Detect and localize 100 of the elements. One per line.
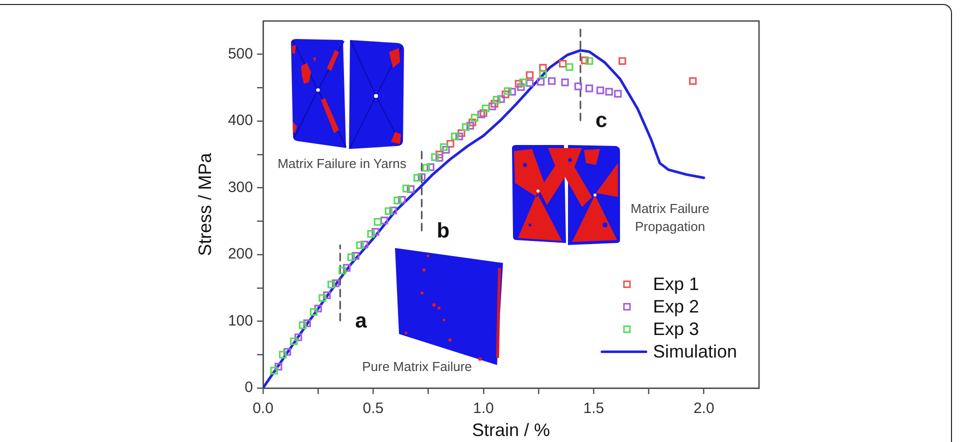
annotation: Matrix Failure in Yarns <box>276 155 408 173</box>
point <box>477 110 486 118</box>
point <box>394 196 402 204</box>
x-axis-title: Strain / % <box>472 420 550 440</box>
y-tick-label: 200 <box>228 246 253 263</box>
point <box>283 348 292 356</box>
legend-label: Exp 1 <box>652 274 699 294</box>
point <box>519 78 527 86</box>
point <box>539 70 547 78</box>
point <box>482 104 490 112</box>
annotation: a <box>355 309 368 332</box>
x-tick-label: 0.0 <box>252 400 274 418</box>
point <box>418 173 426 181</box>
point <box>596 86 604 94</box>
point <box>462 123 470 131</box>
point <box>290 337 298 346</box>
point <box>539 64 547 72</box>
x-tick-label: 2.0 <box>693 400 714 418</box>
point <box>380 216 388 224</box>
x-tick-label: 0.5 <box>362 400 384 418</box>
point <box>294 333 302 342</box>
point <box>360 240 368 248</box>
point <box>574 82 582 90</box>
point <box>374 218 382 226</box>
point <box>431 153 439 161</box>
y-tick-label: 300 <box>228 178 253 196</box>
point <box>689 77 697 85</box>
point <box>490 100 498 108</box>
point <box>492 96 501 104</box>
point <box>517 83 525 91</box>
point <box>347 253 356 262</box>
point <box>389 206 397 214</box>
annotation: c <box>595 109 608 132</box>
point <box>442 146 450 154</box>
point <box>614 90 622 98</box>
point <box>318 294 326 302</box>
point <box>536 78 545 86</box>
point <box>480 109 488 117</box>
legend-label: Exp 2 <box>652 296 699 317</box>
annotation: b <box>436 219 450 242</box>
point <box>338 266 346 274</box>
annotation: Matrix Failure Propagation <box>630 200 710 236</box>
point <box>581 56 589 64</box>
point <box>436 154 444 162</box>
y-tick-label: 500 <box>228 46 253 63</box>
point <box>497 95 505 103</box>
point <box>384 207 392 216</box>
point <box>367 230 375 238</box>
legend-label: Simulation <box>652 342 738 362</box>
point <box>422 164 430 172</box>
legend-label: Exp 3 <box>652 319 699 340</box>
point <box>274 362 282 370</box>
point <box>526 79 534 87</box>
y-tick-label: 400 <box>228 112 253 130</box>
point <box>526 71 534 79</box>
point <box>605 88 613 96</box>
annotation: Pure Matrix Failure <box>361 358 473 376</box>
point <box>455 132 464 140</box>
point <box>585 57 594 65</box>
point <box>323 291 331 300</box>
point <box>561 78 569 86</box>
point <box>440 143 448 151</box>
point <box>332 279 340 288</box>
point <box>398 196 406 204</box>
point <box>458 129 466 137</box>
point <box>406 185 415 193</box>
point <box>352 252 360 260</box>
point <box>402 184 410 192</box>
point <box>514 80 523 88</box>
y-axis-title: Stress / MPa <box>194 152 215 256</box>
point <box>558 60 567 68</box>
y-tick-label: 0 <box>244 379 253 396</box>
point <box>279 350 287 358</box>
point <box>585 84 594 92</box>
point <box>426 163 434 171</box>
point <box>548 77 556 85</box>
point <box>468 118 476 126</box>
point <box>310 308 318 316</box>
point <box>372 228 380 236</box>
point <box>566 63 574 71</box>
point <box>413 174 422 182</box>
point <box>342 264 351 272</box>
point <box>298 321 307 330</box>
point <box>446 140 454 148</box>
point <box>504 87 512 95</box>
point <box>508 88 516 96</box>
point <box>488 102 496 110</box>
point <box>618 57 626 65</box>
x-tick-label: 1.0 <box>473 400 494 418</box>
point <box>303 319 311 328</box>
x-tick-label: 1.5 <box>583 400 604 418</box>
point <box>356 241 364 250</box>
point <box>450 132 459 140</box>
point <box>314 304 322 312</box>
point <box>466 122 474 130</box>
y-tick-label: 100 <box>228 312 253 330</box>
point <box>327 280 336 288</box>
point <box>470 114 478 122</box>
point <box>502 90 510 98</box>
point <box>270 366 278 374</box>
